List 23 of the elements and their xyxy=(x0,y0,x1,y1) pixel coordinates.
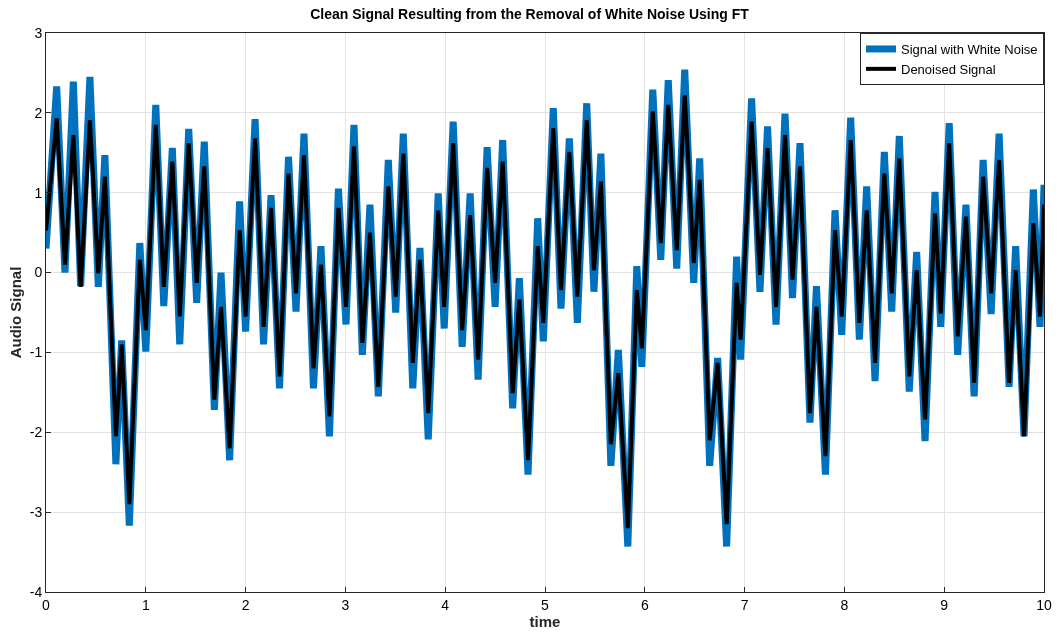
x-tick-label: 4 xyxy=(441,596,450,613)
x-tick-label: 10 xyxy=(1036,596,1052,613)
y-tick-label: 0 xyxy=(34,264,43,281)
x-tick-label: 2 xyxy=(241,596,250,613)
x-axis-title: time xyxy=(529,612,561,630)
y-tick-label: -3 xyxy=(29,504,43,521)
y-tick-label: 3 xyxy=(34,24,43,41)
y-tick-label: 2 xyxy=(34,104,43,121)
y-tick-label: 1 xyxy=(34,184,43,201)
chart-title: Clean Signal Resulting from the Removal of White Noise Using FT xyxy=(310,6,750,23)
y-tick-label: -4 xyxy=(29,583,43,600)
legend-label: Signal with White Noise xyxy=(901,42,1038,58)
y-tick-label: -1 xyxy=(29,344,43,361)
x-tick-label: 8 xyxy=(840,596,849,613)
x-tick-label: 3 xyxy=(341,596,350,613)
legend-label: Denoised Signal xyxy=(901,61,996,77)
x-tick-label: 7 xyxy=(740,596,749,613)
x-tick-label: 5 xyxy=(541,596,550,613)
x-tick-label: 6 xyxy=(640,596,649,613)
y-tick-label: -2 xyxy=(29,424,43,441)
x-tick-label: 1 xyxy=(141,596,150,613)
x-tick-label: 9 xyxy=(940,596,949,613)
y-axis-title: Audio Signal xyxy=(7,266,24,359)
